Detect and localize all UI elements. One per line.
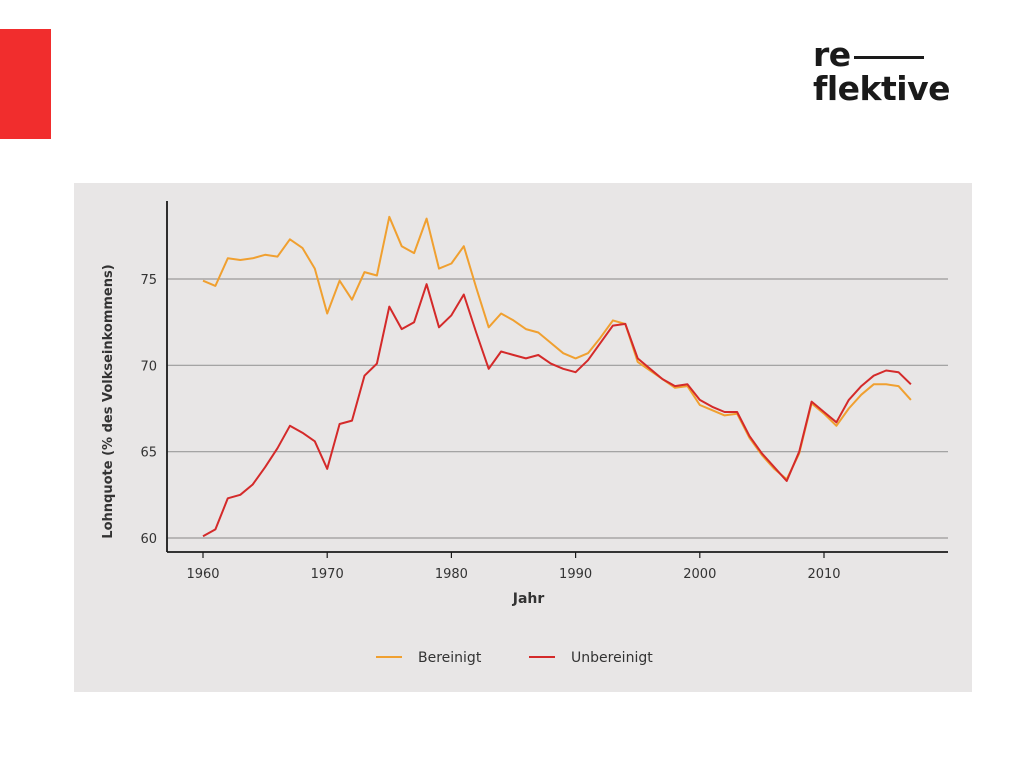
chart-background	[74, 183, 972, 692]
series-line-unbereinigt	[202, 283, 912, 538]
x-tick-label: 1980	[435, 567, 468, 582]
x-axis-title: Jahr	[512, 591, 545, 607]
x-tick-label: 1970	[311, 567, 344, 582]
legend-label-unbereinigt: Unbereinigt	[571, 650, 653, 666]
y-axis-title: Lohnquote (% des Volkseinkommens)	[101, 264, 116, 538]
accent-bar	[0, 29, 51, 139]
logo-line2: flektive	[813, 69, 950, 108]
x-tick-label: 1990	[559, 567, 592, 582]
logo-dash	[853, 55, 924, 59]
x-tick-label: 1960	[186, 567, 219, 582]
y-tick-label: 65	[140, 446, 157, 461]
chart-panel: 60 65 70 75 1960 1970 1980 1990 2000 2010 Jahr Lohn…	[74, 183, 972, 692]
logo-line1: re	[813, 35, 851, 74]
logo: re flektive	[813, 38, 950, 106]
y-tick-label: 70	[140, 359, 157, 374]
y-tick-label: 60	[140, 532, 157, 547]
x-tick-label: 2010	[807, 567, 840, 582]
x-tick-label: 2000	[683, 567, 716, 582]
legend-label-bereinigt: Bereinigt	[418, 650, 482, 666]
chart: 60 65 70 75 1960 1970 1980 1990 2000 2010 Jahr Lohn…	[74, 183, 972, 692]
y-tick-label: 75	[140, 273, 157, 288]
